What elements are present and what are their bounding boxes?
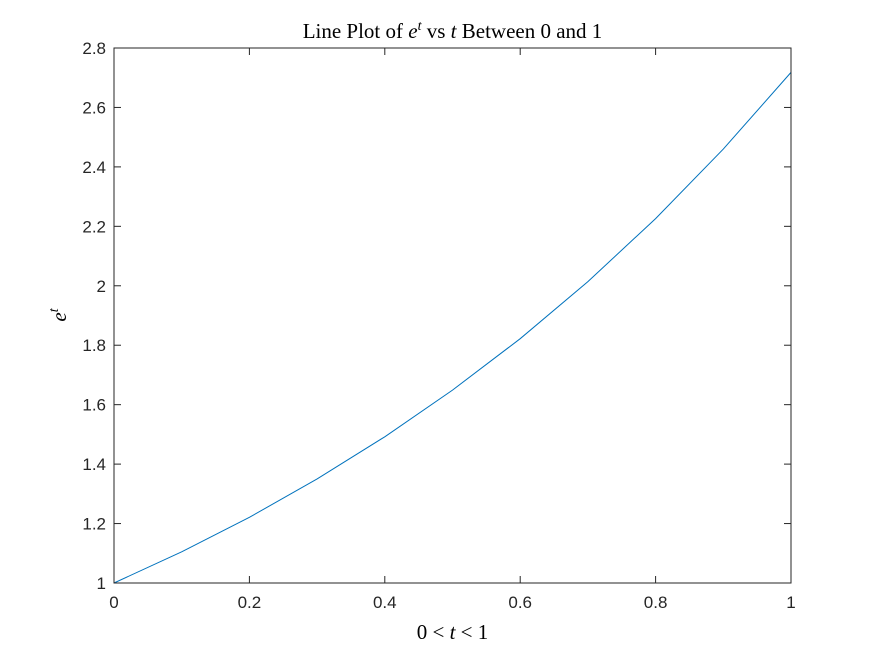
plot-area xyxy=(114,48,791,583)
title-prefix: Line Plot of xyxy=(303,19,409,43)
x-tick-label: 0.2 xyxy=(238,593,262,612)
series-line xyxy=(113,72,792,584)
ylabel-base: e xyxy=(47,312,71,321)
xlabel-var: t xyxy=(450,620,457,644)
x-tick-label: 0.6 xyxy=(508,593,532,612)
y-tick-label: 2.2 xyxy=(82,217,106,236)
tick-group: 0 0.2 0.4 0.6 0.8 1 1 1.2 1.4 1.6 1.8 2 2.2 2.4 2.6 2.8 xyxy=(82,39,795,612)
series-group xyxy=(113,72,792,584)
title-base: e xyxy=(408,19,417,43)
y-tick-label: 1.4 xyxy=(82,455,106,474)
x-tick-label: 0.8 xyxy=(644,593,668,612)
title-mid: vs xyxy=(421,19,450,43)
ylabel-sup: t xyxy=(47,307,62,312)
title-var: t xyxy=(451,19,458,43)
x-tick-label: 1 xyxy=(786,593,795,612)
y-tick-label: 2 xyxy=(97,277,106,296)
title-sup: t xyxy=(418,19,423,34)
y-tick-label: 2.8 xyxy=(82,39,106,58)
y-tick-label: 1 xyxy=(97,574,106,593)
y-tick-label: 1.8 xyxy=(82,336,106,355)
xlabel-right: < 1 xyxy=(455,620,488,644)
y-tick-label: 2.4 xyxy=(82,158,106,177)
chart-title: Line Plot of et vs t Between 0 and 1 xyxy=(303,19,603,43)
y-axis-label: et xyxy=(47,307,71,321)
title-suffix: Between 0 and 1 xyxy=(457,19,603,43)
y-tick-label: 2.6 xyxy=(82,98,106,117)
x-axis-label: 0 < t < 1 xyxy=(417,620,489,644)
x-tick-label: 0 xyxy=(109,593,118,612)
axes-box xyxy=(113,47,792,584)
y-tick-label: 1.6 xyxy=(82,396,106,415)
x-tick-label: 0.4 xyxy=(373,593,397,612)
xlabel-left: 0 < xyxy=(417,620,450,644)
y-tick-label: 1.2 xyxy=(82,515,106,534)
